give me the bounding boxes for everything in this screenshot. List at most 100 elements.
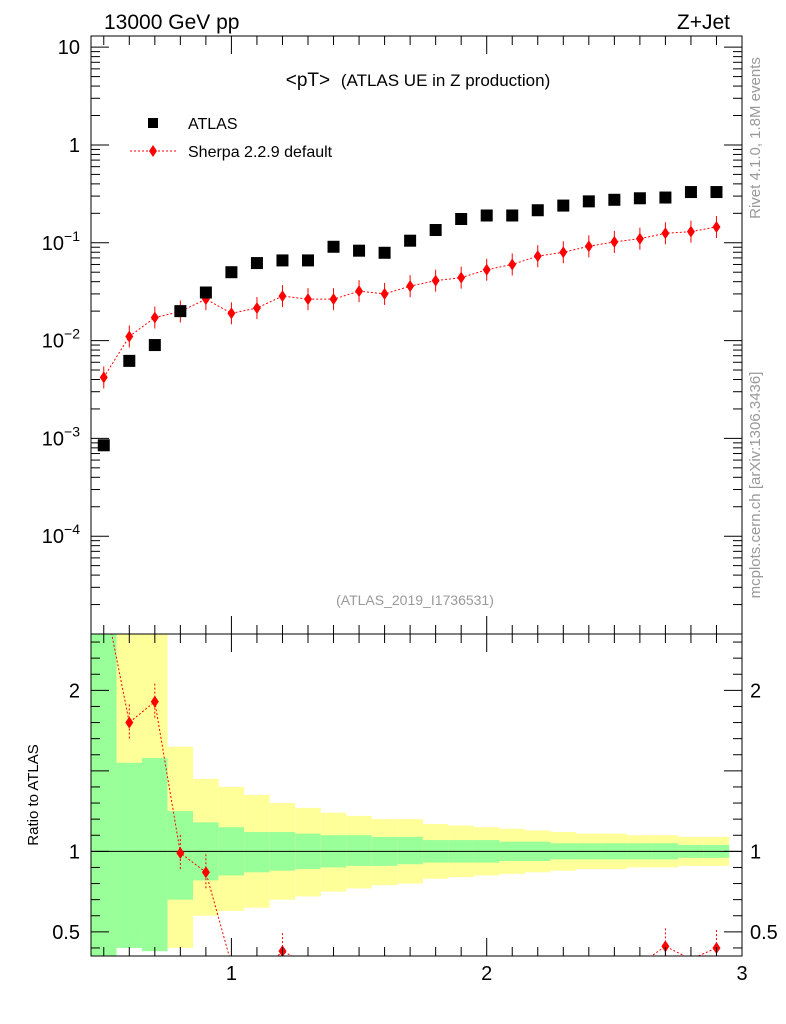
- atlas-point: [97, 439, 110, 452]
- atlas-point: [199, 286, 212, 299]
- sherpa-point: [661, 227, 670, 240]
- ratio-y-tick-label-right: 0.5: [750, 922, 778, 944]
- header-energy: 13000 GeV pp: [104, 11, 239, 34]
- atlas-point: [608, 193, 621, 206]
- atlas-point: [404, 234, 417, 247]
- sherpa-point: [457, 271, 466, 284]
- main-y-tick-base: 10: [58, 37, 80, 59]
- atlas-series: [97, 186, 723, 452]
- ratio-sherpa-point: [661, 940, 670, 953]
- rivet-label: Rivet 4.1.0, 1.8M events: [747, 57, 764, 219]
- plot-title-rest: (ATLAS UE in Z production): [341, 71, 550, 90]
- ratio-y-tick-label-right: 2: [750, 680, 761, 702]
- main-y-tick-label: 1: [69, 135, 80, 157]
- ratio-sherpa-line: [650, 945, 717, 956]
- sherpa-point: [482, 263, 491, 276]
- atlas-point: [659, 191, 672, 204]
- sherpa-series: [99, 215, 721, 389]
- sherpa-point: [304, 293, 312, 306]
- ratio-sherpa-point: [201, 866, 210, 879]
- ratio-sherpa-point: [176, 846, 185, 859]
- atlas-point: [506, 209, 519, 222]
- ratio-x-tick-label: 3: [736, 963, 747, 985]
- sherpa-point: [559, 246, 568, 259]
- sherpa-point: [406, 280, 415, 293]
- atlas-point: [123, 354, 136, 367]
- atlas-point: [429, 224, 442, 237]
- ratio-y-tick-label-left: 0.5: [52, 922, 80, 944]
- legend-sherpa-label: Sherpa 2.2.9 default: [188, 144, 333, 161]
- main-y-tick-exponent: −3: [64, 423, 80, 439]
- sherpa-line: [103, 226, 717, 378]
- header-process: Z+Jet: [677, 11, 730, 34]
- main-x-ticks: [103, 36, 743, 634]
- atlas-point: [250, 257, 263, 270]
- sherpa-point: [508, 258, 517, 271]
- ratio-y-axis-label: Ratio to ATLAS: [25, 744, 42, 845]
- ratio-y-tick-labels: 2 2 1 1 0.5 0.5: [52, 680, 778, 944]
- main-y-ticks: [91, 46, 742, 635]
- atlas-point: [276, 254, 289, 267]
- sherpa-point: [278, 290, 287, 303]
- ratio-x-tick-label: 1: [226, 963, 237, 985]
- sherpa-point: [712, 220, 721, 233]
- ratio-sherpa-point: [125, 716, 134, 729]
- main-y-tick-base: 10: [42, 331, 64, 353]
- legend: ATLAS Sherpa 2.2.9 default: [130, 116, 333, 161]
- atlas-point: [353, 244, 366, 257]
- ratio-frame: [90, 633, 743, 957]
- main-y-tick-base: 10: [42, 428, 64, 450]
- sherpa-point: [431, 274, 440, 287]
- ratio-band-inner: [244, 832, 270, 873]
- sherpa-point: [355, 285, 364, 298]
- atlas-point: [557, 199, 570, 212]
- ratio-y-ticks: [91, 641, 742, 949]
- ratio-y-tick-label-left: 1: [69, 841, 80, 863]
- ratio-band-inner: [397, 836, 423, 865]
- atlas-point: [633, 192, 646, 205]
- atlas-point: [378, 246, 391, 259]
- main-y-tick-label: 10−3: [42, 423, 80, 450]
- main-y-tick-label: 10−2: [42, 326, 80, 353]
- ratio-x-tick-label: 2: [481, 963, 492, 985]
- ratio-y-tick-label-left: 2: [69, 680, 80, 702]
- main-y-tick-exponent: −1: [64, 228, 80, 244]
- main-y-tick-base: 10: [42, 526, 64, 548]
- sherpa-point: [610, 235, 619, 248]
- ratio-band-inner: [91, 634, 117, 956]
- atlas-point: [480, 209, 493, 222]
- ratio-sherpa-line: [111, 634, 230, 956]
- sherpa-point: [380, 287, 389, 300]
- atlas-point: [327, 240, 340, 253]
- plot-title: <pT> (ATLAS UE in Z production): [286, 70, 551, 91]
- atlas-point: [531, 204, 544, 217]
- ratio-band-inner: [142, 757, 168, 952]
- legend-atlas-marker: [148, 118, 158, 128]
- sherpa-point: [150, 311, 159, 324]
- ratio-panel: 2 2 1 1 0.5 0.5 1 2 3 Ratio to ATLAS: [25, 633, 778, 985]
- atlas-point: [302, 254, 314, 267]
- sherpa-point: [686, 225, 695, 238]
- sherpa-point: [329, 293, 338, 306]
- plot-title-main: <pT>: [286, 70, 330, 91]
- sherpa-point: [99, 371, 108, 384]
- ratio-x-ticks: [103, 634, 743, 956]
- legend-sherpa-marker: [149, 145, 157, 157]
- atlas-point: [225, 266, 238, 279]
- legend-atlas-label: ATLAS: [188, 116, 238, 133]
- sherpa-point: [252, 302, 261, 315]
- main-y-tick-exponent: −2: [64, 326, 80, 342]
- main-y-tick-base: 1: [69, 135, 80, 157]
- main-y-tick-label: 10−4: [42, 521, 80, 548]
- ratio-band-inner: [116, 762, 143, 948]
- sherpa-point: [635, 232, 644, 245]
- ratio-sherpa-line: [276, 950, 294, 956]
- main-y-tick-exponent: −4: [64, 521, 80, 537]
- sherpa-point: [584, 240, 593, 253]
- ratio-sherpa-point: [150, 695, 159, 708]
- atlas-point: [174, 305, 187, 318]
- atlas-point: [148, 339, 161, 352]
